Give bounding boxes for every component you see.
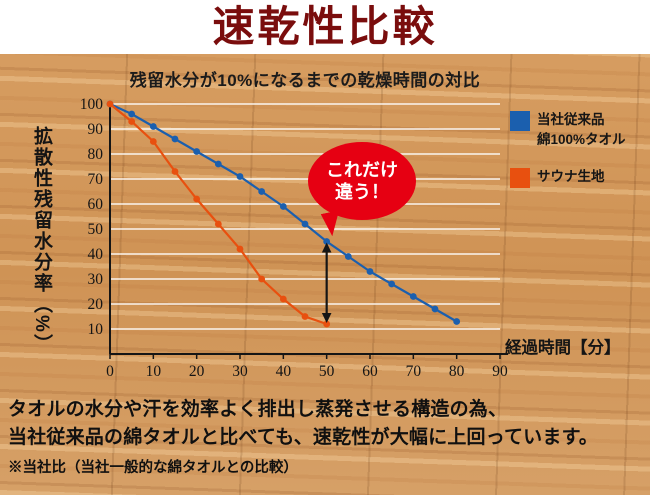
chart-svg: 10 20 30 40 50 60 70 80 90 100 0 10 20 30 40 50 60 70 80 90 bbox=[80, 96, 508, 380]
svg-text:80: 80 bbox=[449, 363, 465, 380]
footer-line1: タオルの水分や汗を効率よく排出し蒸発させる構造の為、 bbox=[8, 399, 508, 420]
svg-text:10: 10 bbox=[88, 321, 104, 338]
page-title: 速乾性比較 bbox=[212, 3, 438, 50]
callout-bubble: これだけ 違う！ bbox=[308, 142, 416, 220]
legend-label-cotton: 当社従来品 綿100%タオル bbox=[537, 112, 626, 147]
svg-text:40: 40 bbox=[88, 246, 104, 263]
legend: 当社従来品 綿100%タオル サウナ生地 bbox=[510, 110, 645, 206]
svg-text:50: 50 bbox=[88, 221, 104, 238]
svg-text:40: 40 bbox=[276, 363, 292, 380]
svg-text:60: 60 bbox=[362, 363, 378, 380]
chart-subtitle: 残留水分が10%になるまでの乾燥時間の対比 bbox=[129, 71, 481, 90]
svg-text:90: 90 bbox=[492, 363, 508, 380]
svg-text:70: 70 bbox=[88, 171, 104, 188]
callout-text-line1: これだけ bbox=[326, 159, 398, 180]
title-band: 速乾性比較 bbox=[0, 0, 650, 54]
x-axis-label: 経過時間【分】 bbox=[505, 339, 621, 357]
svg-text:30: 30 bbox=[232, 363, 248, 380]
svg-text:100: 100 bbox=[80, 96, 104, 113]
y-axis-label: 拡散性残留水分率（%） bbox=[31, 126, 52, 355]
footer-note: ※当社比（当社一般的な綿タオルとの比較） bbox=[8, 460, 298, 477]
legend-item-sauna: サウナ生地 bbox=[510, 167, 645, 189]
svg-text:50: 50 bbox=[319, 363, 335, 380]
svg-text:70: 70 bbox=[406, 363, 422, 380]
callout-text-line2: 違う！ bbox=[335, 182, 389, 202]
legend-item-cotton: 当社従来品 綿100%タオル bbox=[510, 110, 645, 149]
footer: タオルの水分や汗を効率よく排出し蒸発させる構造の為、 当社従来品の綿タオルと比べ… bbox=[8, 396, 648, 477]
footer-line2: 当社従来品の綿タオルと比べても、速乾性が大幅に上回っています。 bbox=[8, 426, 599, 448]
svg-text:20: 20 bbox=[88, 296, 104, 313]
svg-text:10: 10 bbox=[146, 363, 162, 380]
svg-text:30: 30 bbox=[88, 271, 104, 288]
legend-label-sauna: サウナ生地 bbox=[537, 169, 605, 185]
svg-text:90: 90 bbox=[88, 121, 104, 138]
svg-text:80: 80 bbox=[88, 146, 104, 163]
legend-swatch-sauna bbox=[510, 168, 530, 189]
svg-text:60: 60 bbox=[88, 196, 104, 213]
svg-text:0: 0 bbox=[106, 363, 114, 380]
svg-text:20: 20 bbox=[189, 363, 205, 380]
legend-swatch-cotton bbox=[510, 111, 530, 131]
